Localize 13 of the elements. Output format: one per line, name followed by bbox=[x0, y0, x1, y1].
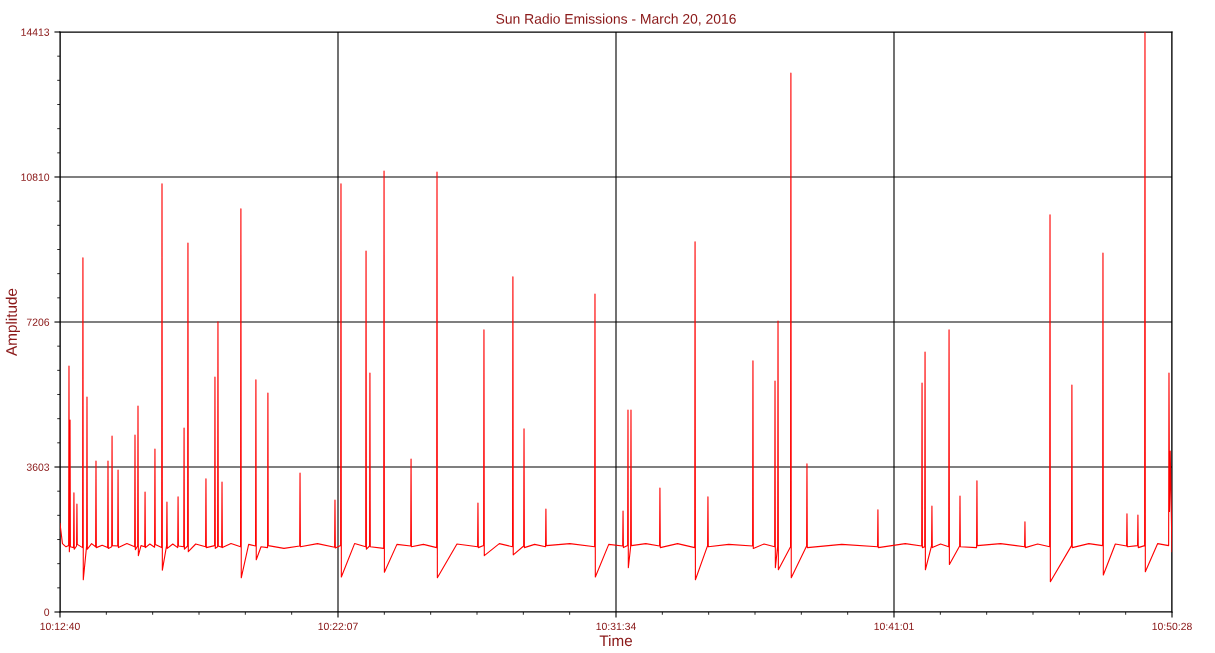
y-tick-label: 10810 bbox=[21, 173, 50, 181]
y-tick-label: 7206 bbox=[26, 318, 50, 326]
y-tick-label: 14413 bbox=[21, 28, 50, 36]
x-tick-label: 10:31:34 bbox=[596, 622, 636, 631]
y-axis-title: Amplitude bbox=[5, 288, 20, 356]
chart-title: Sun Radio Emissions - March 20, 2016 bbox=[496, 13, 736, 26]
x-tick-label: 10:12:40 bbox=[40, 622, 80, 631]
x-tick-label: 10:22:07 bbox=[318, 622, 358, 631]
y-tick-label: 0 bbox=[44, 608, 50, 616]
x-tick-label: 10:41:01 bbox=[874, 622, 914, 631]
x-axis-title: Time bbox=[599, 634, 633, 647]
x-tick-label: 10:50:28 bbox=[1152, 622, 1192, 631]
y-tick-label: 3603 bbox=[26, 463, 50, 471]
